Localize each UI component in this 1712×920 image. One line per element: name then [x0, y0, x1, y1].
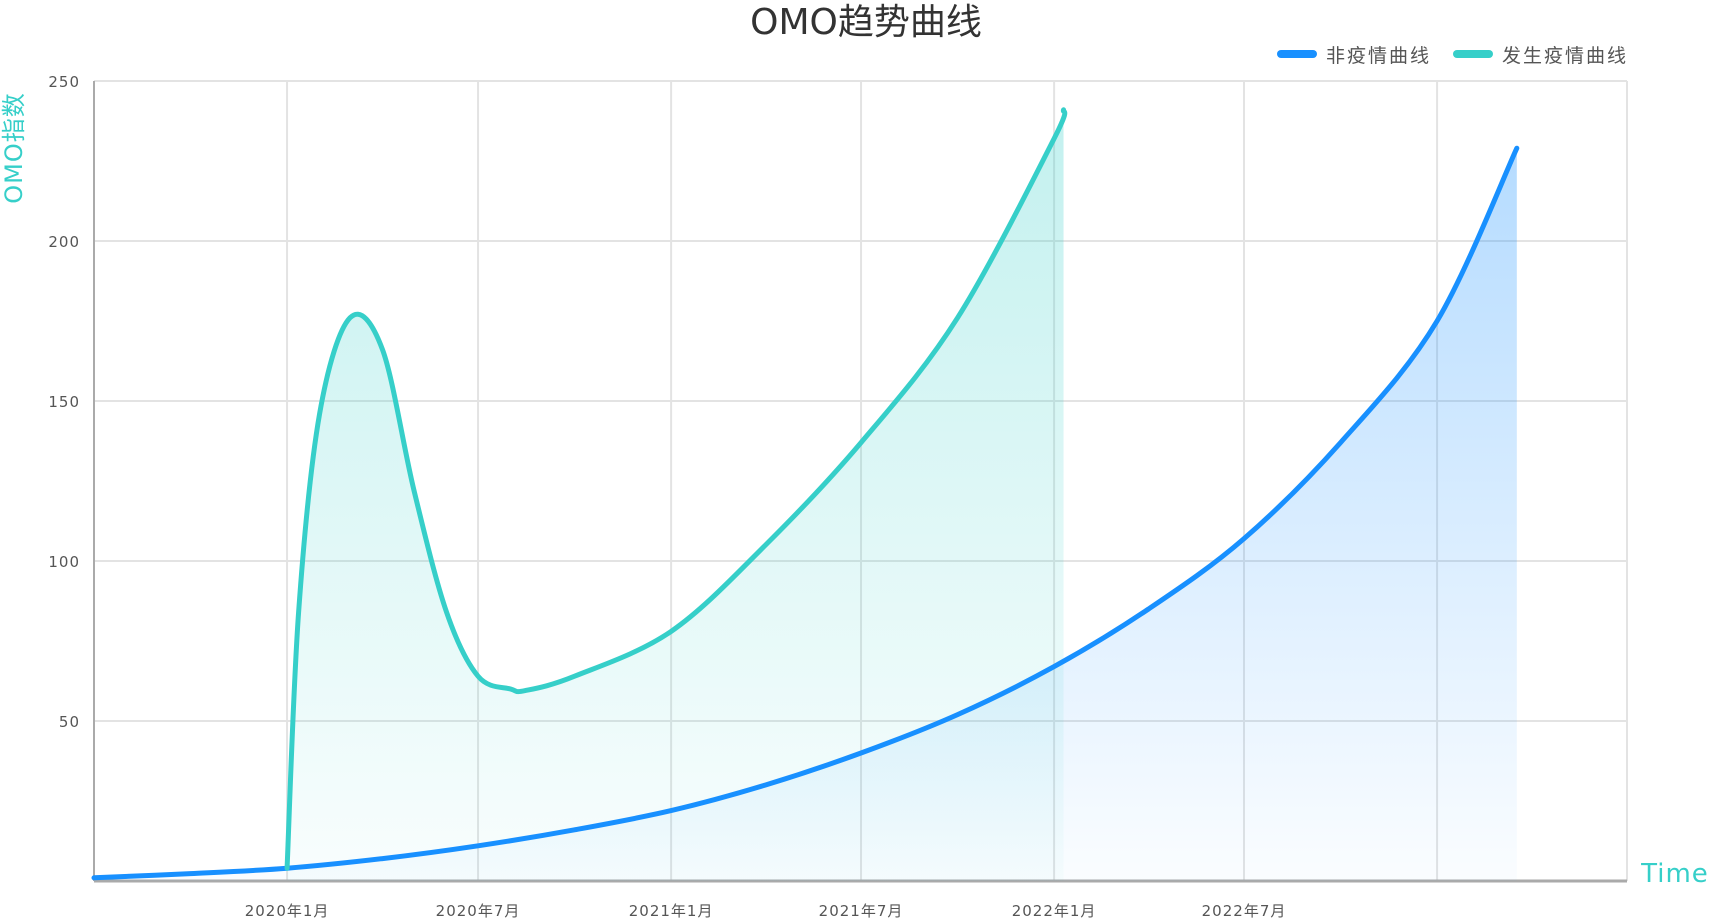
x-tick-label: 2020年7月 [436, 902, 521, 920]
y-tick-label: 100 [48, 553, 80, 571]
x-axis-label: Time [1640, 859, 1709, 889]
x-tick-label: 2022年7月 [1202, 902, 1287, 920]
legend-item-1[interactable]: 发生疫情曲线 [1453, 45, 1628, 67]
axis-ticks: 50 100 150 200 250 2020年1月 2020年7月 2021年1月 2021年… [48, 73, 1287, 920]
legend-label: 发生疫情曲线 [1502, 45, 1628, 67]
legend-item-0[interactable]: 非疫情曲线 [1277, 45, 1431, 67]
series-lines [91, 107, 1520, 881]
x-tick-label: 2021年1月 [629, 902, 714, 920]
y-tick-label: 150 [48, 393, 80, 411]
series-line-0 [91, 145, 1520, 881]
chart-title: OMO趋势曲线 [750, 2, 982, 43]
y-axis-label: OMO指数 [0, 92, 28, 204]
legend-swatch [1453, 50, 1493, 58]
y-tick-label: 200 [48, 233, 80, 251]
legend[interactable]: 非疫情曲线 发生疫情曲线 [1277, 45, 1628, 67]
series-line-1 [284, 107, 1068, 871]
x-tick-label: 2020年1月 [245, 902, 330, 920]
legend-swatch [1277, 50, 1317, 58]
legend-label: 非疫情曲线 [1326, 45, 1431, 67]
x-tick-label: 2021年7月 [819, 902, 904, 920]
series-area-0 [94, 148, 1517, 881]
series-areas [94, 109, 1517, 882]
y-tick-label: 250 [48, 73, 80, 91]
y-tick-label: 50 [59, 713, 80, 731]
series-area-1 [287, 109, 1065, 882]
x-tick-label: 2022年1月 [1012, 902, 1097, 920]
